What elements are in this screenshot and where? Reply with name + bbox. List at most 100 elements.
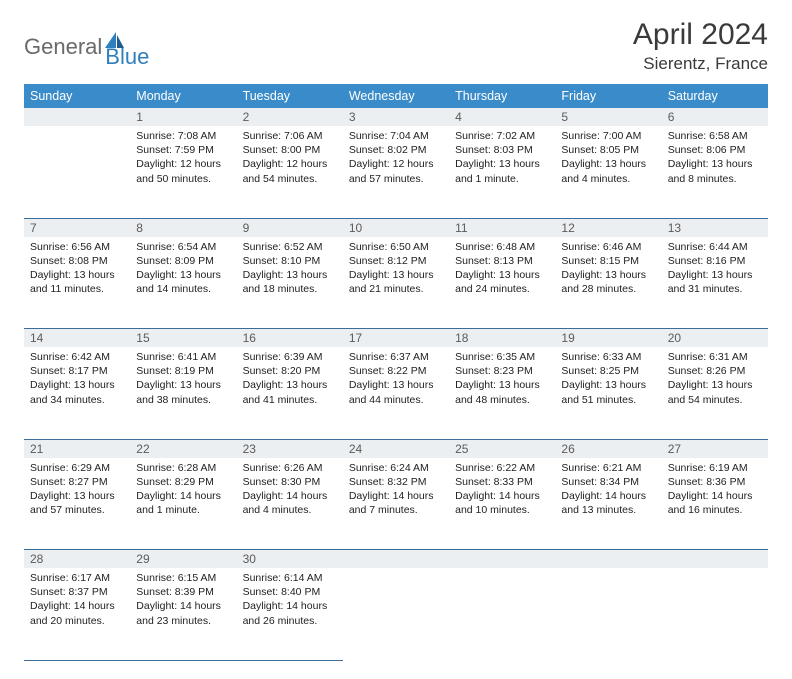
day-day1: Daylight: 13 hours (455, 157, 549, 171)
day-number: 6 (662, 108, 768, 126)
day-number: 1 (130, 108, 236, 126)
day-sunrise: Sunrise: 6:21 AM (561, 461, 655, 475)
day-sunset: Sunset: 8:12 PM (349, 254, 443, 268)
day-cell: Sunrise: 6:14 AMSunset: 8:40 PMDaylight:… (237, 568, 343, 660)
day-number: 27 (662, 439, 768, 458)
day-sunset: Sunset: 8:16 PM (668, 254, 762, 268)
dayhead-sat: Saturday (662, 84, 768, 108)
day-number: 2 (237, 108, 343, 126)
day-sunrise: Sunrise: 7:02 AM (455, 129, 549, 143)
day-day2: and 31 minutes. (668, 282, 762, 296)
day-day2: and 7 minutes. (349, 503, 443, 517)
day-day2: and 44 minutes. (349, 393, 443, 407)
day-sunset: Sunset: 7:59 PM (136, 143, 230, 157)
day-sunrise: Sunrise: 6:22 AM (455, 461, 549, 475)
day-sunrise: Sunrise: 6:17 AM (30, 571, 124, 585)
day-cell: Sunrise: 7:02 AMSunset: 8:03 PMDaylight:… (449, 126, 555, 218)
day-number: 8 (130, 218, 236, 237)
day-cell: Sunrise: 6:48 AMSunset: 8:13 PMDaylight:… (449, 237, 555, 329)
day-sunset: Sunset: 8:13 PM (455, 254, 549, 268)
day-sunset: Sunset: 8:29 PM (136, 475, 230, 489)
day-sunset: Sunset: 8:39 PM (136, 585, 230, 599)
day-sunrise: Sunrise: 6:35 AM (455, 350, 549, 364)
day-number: 18 (449, 329, 555, 348)
day-number: 9 (237, 218, 343, 237)
day-cell: Sunrise: 6:28 AMSunset: 8:29 PMDaylight:… (130, 458, 236, 550)
day-sunrise: Sunrise: 6:29 AM (30, 461, 124, 475)
day-sunrise: Sunrise: 6:48 AM (455, 240, 549, 254)
day-detail: Sunrise: 7:08 AMSunset: 7:59 PMDaylight:… (130, 126, 236, 192)
day-day2: and 23 minutes. (136, 614, 230, 628)
day-detail: Sunrise: 6:42 AMSunset: 8:17 PMDaylight:… (24, 347, 130, 413)
day-detail: Sunrise: 6:44 AMSunset: 8:16 PMDaylight:… (662, 237, 768, 303)
day-day1: Daylight: 13 hours (243, 378, 337, 392)
day-cell: Sunrise: 6:21 AMSunset: 8:34 PMDaylight:… (555, 458, 661, 550)
day-detail: Sunrise: 7:00 AMSunset: 8:05 PMDaylight:… (555, 126, 661, 192)
day-number: 24 (343, 439, 449, 458)
day-number: 29 (130, 550, 236, 569)
day-cell: Sunrise: 6:56 AMSunset: 8:08 PMDaylight:… (24, 237, 130, 329)
page-header: General Blue April 2024 Sierentz, France (24, 18, 768, 74)
day-day1: Daylight: 13 hours (30, 489, 124, 503)
day-detail: Sunrise: 6:56 AMSunset: 8:08 PMDaylight:… (24, 237, 130, 303)
day-day1: Daylight: 13 hours (349, 268, 443, 282)
day-sunset: Sunset: 8:40 PM (243, 585, 337, 599)
day-day2: and 8 minutes. (668, 172, 762, 186)
day-sunrise: Sunrise: 6:24 AM (349, 461, 443, 475)
day-number (662, 550, 768, 569)
day-detail: Sunrise: 6:58 AMSunset: 8:06 PMDaylight:… (662, 126, 768, 192)
day-detail: Sunrise: 6:14 AMSunset: 8:40 PMDaylight:… (237, 568, 343, 634)
day-sunset: Sunset: 8:08 PM (30, 254, 124, 268)
day-day2: and 16 minutes. (668, 503, 762, 517)
day-sunset: Sunset: 8:05 PM (561, 143, 655, 157)
day-detail: Sunrise: 6:41 AMSunset: 8:19 PMDaylight:… (130, 347, 236, 413)
day-cell: Sunrise: 6:29 AMSunset: 8:27 PMDaylight:… (24, 458, 130, 550)
day-day2: and 48 minutes. (455, 393, 549, 407)
day-day2: and 10 minutes. (455, 503, 549, 517)
day-cell: Sunrise: 6:15 AMSunset: 8:39 PMDaylight:… (130, 568, 236, 660)
day-sunset: Sunset: 8:25 PM (561, 364, 655, 378)
day-number (449, 550, 555, 569)
day-day2: and 24 minutes. (455, 282, 549, 296)
day-cell (24, 126, 130, 218)
day-header-row: Sunday Monday Tuesday Wednesday Thursday… (24, 84, 768, 108)
day-cell: Sunrise: 6:17 AMSunset: 8:37 PMDaylight:… (24, 568, 130, 660)
day-number: 12 (555, 218, 661, 237)
daynum-row: 78910111213 (24, 218, 768, 237)
day-detail: Sunrise: 6:29 AMSunset: 8:27 PMDaylight:… (24, 458, 130, 524)
day-number: 25 (449, 439, 555, 458)
daynum-row: 14151617181920 (24, 329, 768, 348)
day-number (343, 550, 449, 569)
day-number: 23 (237, 439, 343, 458)
day-detail: Sunrise: 6:31 AMSunset: 8:26 PMDaylight:… (662, 347, 768, 413)
day-cell: Sunrise: 6:46 AMSunset: 8:15 PMDaylight:… (555, 237, 661, 329)
day-day2: and 18 minutes. (243, 282, 337, 296)
day-day1: Daylight: 14 hours (561, 489, 655, 503)
day-detail: Sunrise: 6:39 AMSunset: 8:20 PMDaylight:… (237, 347, 343, 413)
day-sunset: Sunset: 8:06 PM (668, 143, 762, 157)
day-cell (555, 568, 661, 660)
day-cell: Sunrise: 6:33 AMSunset: 8:25 PMDaylight:… (555, 347, 661, 439)
day-day2: and 51 minutes. (561, 393, 655, 407)
day-sunset: Sunset: 8:10 PM (243, 254, 337, 268)
day-number: 19 (555, 329, 661, 348)
day-cell: Sunrise: 6:44 AMSunset: 8:16 PMDaylight:… (662, 237, 768, 329)
day-detail: Sunrise: 6:19 AMSunset: 8:36 PMDaylight:… (662, 458, 768, 524)
day-sunset: Sunset: 8:09 PM (136, 254, 230, 268)
day-number: 21 (24, 439, 130, 458)
day-number: 13 (662, 218, 768, 237)
day-number: 7 (24, 218, 130, 237)
day-sunset: Sunset: 8:33 PM (455, 475, 549, 489)
day-day1: Daylight: 13 hours (455, 378, 549, 392)
day-cell: Sunrise: 6:54 AMSunset: 8:09 PMDaylight:… (130, 237, 236, 329)
day-day2: and 4 minutes. (561, 172, 655, 186)
day-cell: Sunrise: 6:39 AMSunset: 8:20 PMDaylight:… (237, 347, 343, 439)
day-detail: Sunrise: 6:15 AMSunset: 8:39 PMDaylight:… (130, 568, 236, 634)
day-day1: Daylight: 13 hours (136, 268, 230, 282)
month-title: April 2024 (633, 18, 768, 52)
day-number (24, 108, 130, 126)
day-day1: Daylight: 14 hours (455, 489, 549, 503)
day-cell: Sunrise: 6:50 AMSunset: 8:12 PMDaylight:… (343, 237, 449, 329)
day-day1: Daylight: 13 hours (243, 268, 337, 282)
day-sunset: Sunset: 8:26 PM (668, 364, 762, 378)
